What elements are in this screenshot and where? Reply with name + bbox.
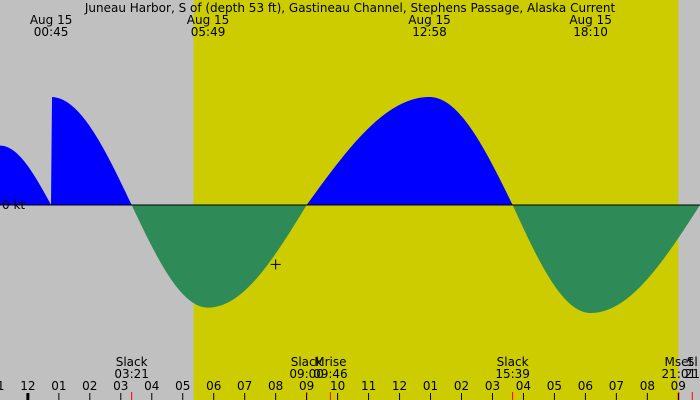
event-name-label: Mrise	[314, 355, 346, 369]
extremum-date-label: Aug 15	[187, 13, 230, 27]
extremum-date-label: Aug 15	[408, 13, 451, 27]
hour-tick-label: 09	[671, 379, 686, 393]
event-time-label: 15:39	[495, 367, 530, 381]
event-time-label: 21:01	[662, 367, 697, 381]
hour-tick-label: 06	[578, 379, 593, 393]
hour-tick-label: 01	[51, 379, 66, 393]
hour-axis: 11 12 01 02 03 04 05 06 07 08 09 10 11 12 01 02 03 04 05 06…	[0, 379, 686, 400]
extremum-time-label: 05:49	[191, 25, 226, 39]
flood-area	[0, 97, 700, 205]
hour-tick-label: 08	[268, 379, 283, 393]
ebb-area	[0, 205, 700, 313]
hour-tick-label: 03	[113, 379, 128, 393]
hour-tick-label: 05	[175, 379, 190, 393]
hour-tick-label: 07	[609, 379, 624, 393]
hour-tick-label: 03	[485, 379, 500, 393]
event-name-label: Mset	[664, 355, 693, 369]
hour-tick-label: 12	[392, 379, 407, 393]
hour-tick-label: 02	[454, 379, 469, 393]
event-name-label: Slack	[116, 355, 148, 369]
event-time-label: 09:00	[289, 367, 324, 381]
hour-tick-label: 04	[516, 379, 531, 393]
hour-tick-label: 05	[547, 379, 562, 393]
extremum-date-label: Aug 15	[30, 13, 73, 27]
hour-tick-label: 07	[237, 379, 252, 393]
event-time-label: 21	[685, 367, 700, 381]
hour-tick-label: 11	[0, 379, 5, 393]
hour-tick-label: 10	[330, 379, 345, 393]
hour-tick-label: 12	[20, 379, 35, 393]
hour-tick-label: 04	[144, 379, 159, 393]
hour-tick-label: 11	[361, 379, 376, 393]
extremum-date-label: Aug 15	[569, 13, 612, 27]
extremum-time-label: 12:58	[412, 25, 447, 39]
event-name-label: Slack	[291, 355, 323, 369]
zero-label: 0 kt	[2, 198, 25, 212]
hour-tick-label: 08	[640, 379, 655, 393]
chart-title: Juneau Harbor, S of (depth 53 ft), Gasti…	[84, 1, 616, 15]
event-time-label: 09:46	[313, 367, 348, 381]
event-name-label: Sl	[687, 355, 698, 369]
extremum-time-label: 18:10	[573, 25, 608, 39]
event-time-label: 03:21	[114, 367, 149, 381]
current-time-marker	[270, 259, 281, 270]
hour-tick-label: 09	[299, 379, 314, 393]
event-name-label: Slack	[497, 355, 529, 369]
hour-tick-label: 01	[423, 379, 438, 393]
extremum-time-label: 00:45	[34, 25, 69, 39]
hour-tick-label: 02	[82, 379, 97, 393]
event-labels: Slack03:21Slack09:00Mrise09:46Slack15:39…	[114, 355, 700, 400]
hour-tick-label: 06	[206, 379, 221, 393]
